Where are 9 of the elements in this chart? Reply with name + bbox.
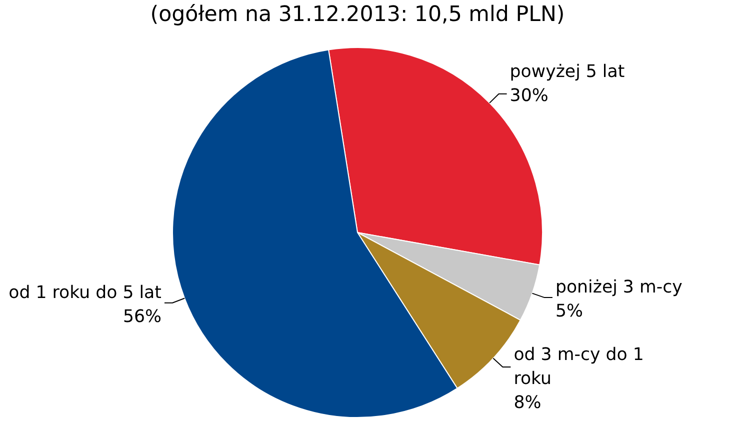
data-label: 8% [514, 393, 542, 414]
slice-label: powyżej 5 lat [510, 62, 625, 82]
slice-label: od 3 m-cy do 1 roku [514, 345, 644, 390]
slice-label: poniżej 3 m-cy [555, 278, 682, 298]
data-label: 56% [122, 306, 162, 327]
slice-label: od 1 roku do 5 lat [8, 282, 162, 303]
data-label: 5% [555, 302, 583, 322]
chart-title: (ogółem na 31.12.2013: 10,5 mld PLN) [150, 2, 565, 27]
data-label: 30% [510, 86, 548, 106]
